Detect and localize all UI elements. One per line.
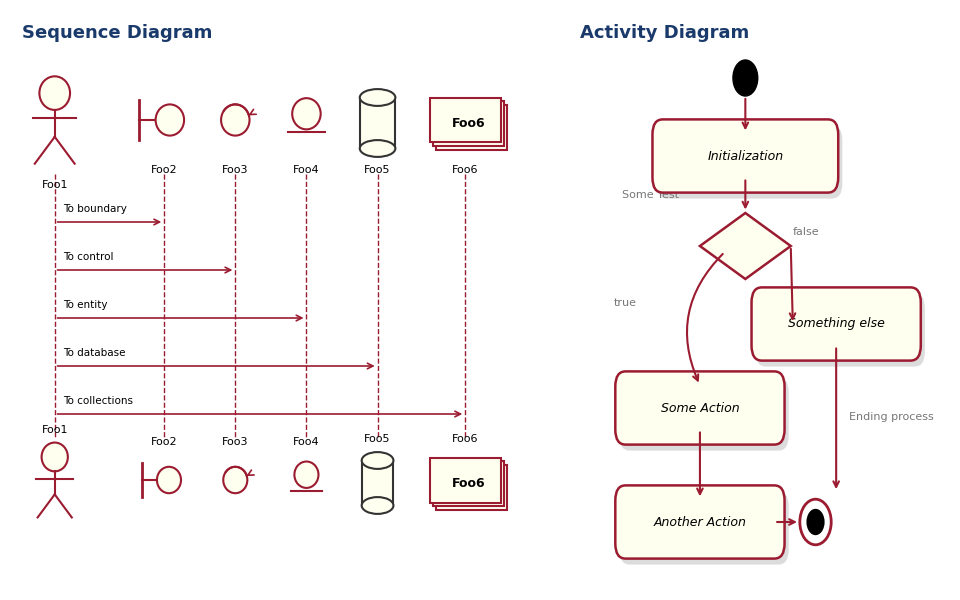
- Text: Activity Diagram: Activity Diagram: [580, 24, 750, 42]
- Text: Another Action: Another Action: [654, 515, 746, 529]
- FancyBboxPatch shape: [433, 101, 504, 146]
- FancyBboxPatch shape: [619, 491, 789, 565]
- Text: Some Test: Some Test: [621, 190, 679, 200]
- Bar: [362, 461, 394, 505]
- Text: Ending process: Ending process: [849, 412, 933, 422]
- FancyBboxPatch shape: [436, 104, 507, 149]
- Text: Foo6: Foo6: [451, 477, 485, 490]
- FancyBboxPatch shape: [657, 125, 842, 199]
- Bar: [360, 97, 396, 148]
- FancyBboxPatch shape: [615, 485, 784, 559]
- Circle shape: [156, 104, 184, 136]
- Ellipse shape: [360, 89, 396, 106]
- Circle shape: [224, 467, 248, 493]
- Text: To collections: To collections: [63, 396, 132, 406]
- Circle shape: [41, 443, 68, 472]
- Text: false: false: [793, 227, 820, 237]
- Polygon shape: [700, 213, 791, 279]
- Text: Foo5: Foo5: [364, 165, 391, 175]
- FancyBboxPatch shape: [619, 377, 789, 451]
- FancyBboxPatch shape: [615, 371, 784, 445]
- Text: Foo6: Foo6: [452, 434, 478, 444]
- Text: Foo3: Foo3: [222, 165, 249, 175]
- Text: Foo4: Foo4: [293, 437, 320, 447]
- Text: To boundary: To boundary: [63, 204, 127, 214]
- FancyBboxPatch shape: [436, 464, 507, 510]
- Circle shape: [800, 499, 831, 545]
- FancyBboxPatch shape: [429, 97, 501, 142]
- Circle shape: [733, 60, 757, 96]
- Ellipse shape: [362, 452, 394, 469]
- Ellipse shape: [362, 497, 394, 514]
- Text: Sequence Diagram: Sequence Diagram: [22, 24, 212, 42]
- Text: To control: To control: [63, 252, 113, 262]
- Text: Foo1: Foo1: [41, 180, 68, 190]
- Circle shape: [295, 461, 319, 488]
- Text: Some Action: Some Action: [660, 401, 739, 415]
- Text: Foo4: Foo4: [293, 165, 320, 175]
- Text: To entity: To entity: [63, 300, 108, 310]
- Text: Initialization: Initialization: [708, 149, 783, 163]
- Circle shape: [39, 76, 70, 110]
- Text: Foo2: Foo2: [151, 165, 178, 175]
- Text: Foo6: Foo6: [451, 117, 485, 130]
- Ellipse shape: [360, 140, 396, 157]
- Circle shape: [156, 467, 181, 493]
- Text: To database: To database: [63, 348, 126, 358]
- Text: Foo1: Foo1: [41, 425, 68, 435]
- Circle shape: [221, 104, 250, 136]
- Text: Foo2: Foo2: [151, 437, 178, 447]
- Text: Foo3: Foo3: [222, 437, 249, 447]
- FancyBboxPatch shape: [752, 287, 921, 361]
- FancyBboxPatch shape: [756, 293, 924, 367]
- FancyBboxPatch shape: [653, 119, 838, 193]
- Circle shape: [806, 509, 825, 535]
- Text: true: true: [613, 298, 636, 308]
- FancyBboxPatch shape: [433, 461, 504, 506]
- Text: Foo6: Foo6: [452, 165, 478, 175]
- Text: Foo5: Foo5: [364, 434, 391, 444]
- Text: Something else: Something else: [788, 317, 884, 331]
- FancyBboxPatch shape: [429, 457, 501, 503]
- Circle shape: [292, 98, 321, 130]
